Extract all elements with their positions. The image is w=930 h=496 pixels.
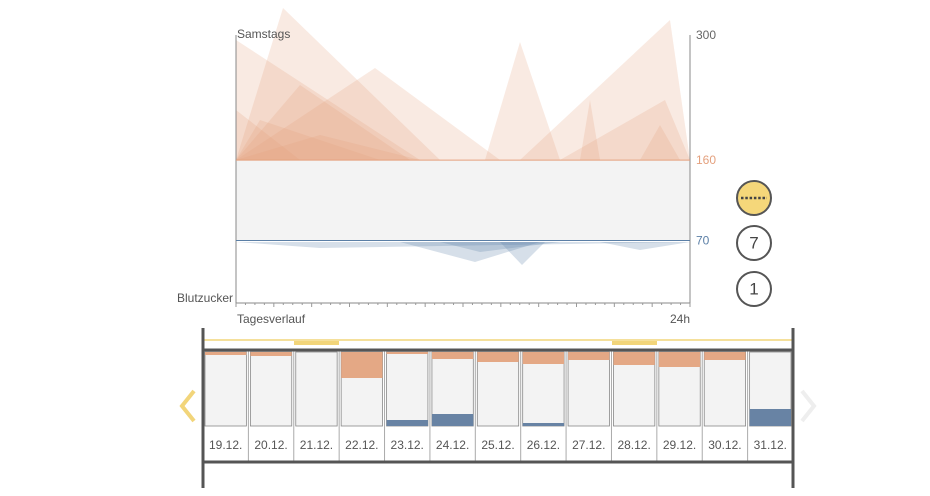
day-label: 30.12. — [708, 438, 741, 452]
day-label: 26.12. — [527, 438, 560, 452]
high-bar — [386, 352, 428, 354]
low-bar — [749, 409, 791, 426]
next-arrow[interactable] — [800, 389, 817, 423]
high-bar — [341, 352, 383, 378]
high-bar — [431, 352, 474, 359]
day-label: 27.12. — [572, 438, 605, 452]
high-bar — [522, 352, 565, 364]
day-label: 29.12. — [663, 438, 696, 452]
week-marker — [612, 341, 657, 345]
prev-arrow[interactable] — [179, 389, 196, 423]
day-label: 22.12. — [345, 438, 378, 452]
day-label: 24.12. — [436, 438, 469, 452]
high-shapes — [236, 8, 690, 160]
high-bar — [658, 352, 701, 367]
day-box — [431, 351, 474, 427]
day-box — [476, 351, 520, 427]
day-box — [386, 351, 429, 427]
button-1[interactable] — [736, 271, 772, 307]
high-bar — [250, 352, 292, 356]
low-bar — [386, 420, 428, 426]
day-label: 21.12. — [300, 438, 333, 452]
day-label: 31.12. — [754, 438, 787, 452]
day-label: 20.12. — [254, 438, 287, 452]
high-bar — [704, 352, 746, 360]
day-label: 19.12. — [209, 438, 242, 452]
high-bar — [477, 352, 519, 362]
day-box — [703, 351, 747, 427]
top-label: Samstags — [237, 27, 290, 41]
day-box — [204, 351, 247, 427]
day-label: 25.12. — [481, 438, 514, 452]
y-tick-label: 70 — [696, 234, 710, 248]
low-shapes — [236, 242, 690, 265]
day-label: 28.12. — [617, 438, 650, 452]
button-label: 7 — [749, 233, 758, 252]
x-end-label: 24h — [670, 312, 690, 326]
y-tick-label: 300 — [696, 28, 716, 42]
target-band — [236, 160, 690, 241]
y-tick-label: 160 — [696, 153, 716, 167]
day-box — [295, 351, 338, 427]
high-bar — [205, 352, 247, 355]
toggle-dots[interactable] — [736, 180, 772, 216]
button-7[interactable] — [736, 225, 772, 261]
left-label: Blutzucker — [177, 291, 233, 305]
low-bar — [431, 414, 474, 426]
day-box — [567, 351, 610, 427]
day-box — [249, 351, 293, 427]
x-start-label: Tagesverlauf — [237, 312, 306, 326]
week-marker — [294, 341, 339, 345]
low-bar — [522, 423, 565, 426]
day-cells: 19.12. 20.12. 21.12. 22.12. 23.12. 24.12. 25.1… — [204, 350, 792, 462]
button-label: 1 — [749, 279, 758, 298]
high-bar — [613, 352, 655, 365]
day-label: 23.12. — [391, 438, 424, 452]
high-bar — [568, 352, 610, 360]
